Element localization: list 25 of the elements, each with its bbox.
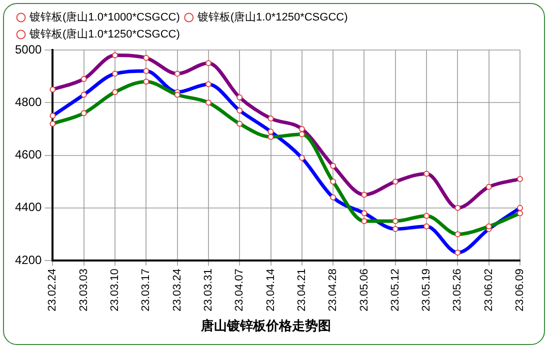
x-tick-label: 23.06.02 bbox=[482, 268, 495, 312]
legend-label: 镀锌板(唐山1.0*1000*CSGCC) bbox=[28, 10, 180, 24]
y-tick-label: 4600 bbox=[14, 148, 42, 162]
x-tick-label: 23.03.31 bbox=[202, 268, 214, 312]
x-tick-label: 23.03.24 bbox=[171, 268, 184, 312]
legend-label: 镀锌板(唐山1.0*1250*CSGCC) bbox=[196, 10, 348, 24]
x-tick-label: 23.05.06 bbox=[358, 268, 370, 312]
x-tick-label: 23.05.19 bbox=[420, 268, 433, 312]
x-tick-label: 23.03.10 bbox=[109, 268, 122, 312]
text: 唐山镀锌板价格走势图 bbox=[200, 318, 331, 333]
x-tick-label: 23.02.24 bbox=[46, 268, 59, 312]
x-tick-label: 23.03.17 bbox=[140, 268, 152, 312]
y-tick-label: 4200 bbox=[14, 252, 42, 267]
y-tick-label: 5000 bbox=[14, 42, 42, 56]
x-tick-label: 23.05.12 bbox=[389, 268, 402, 312]
x-tick-label: 23.05.26 bbox=[452, 268, 464, 312]
legend-label: 镀锌板(唐山1.0*1250*CSGCC) bbox=[28, 28, 180, 41]
x-tick-label: 23.04.28 bbox=[327, 268, 340, 312]
x-tick-label: 23.03.03 bbox=[78, 268, 90, 312]
y-tick-label: 4800 bbox=[14, 94, 42, 109]
x-tick-label: 23.04.21 bbox=[296, 268, 308, 312]
x-tick-label: 23.04.07 bbox=[234, 268, 246, 312]
x-tick-label: 23.04.14 bbox=[264, 268, 277, 312]
x-tick-label: 23.06.09 bbox=[514, 268, 526, 312]
y-tick-label: 4400 bbox=[14, 200, 42, 214]
